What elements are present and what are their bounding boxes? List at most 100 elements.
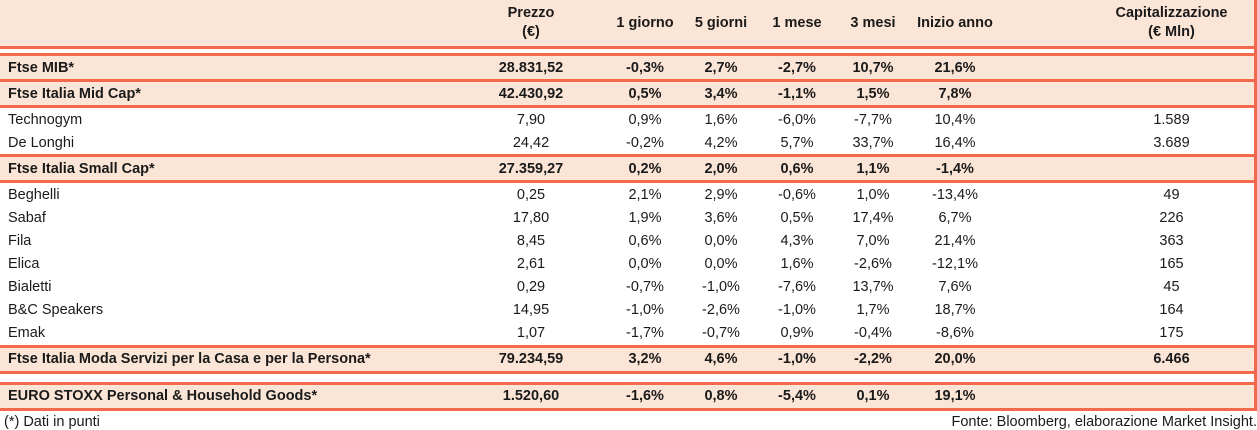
cell-d1: 3,2%: [628, 351, 662, 368]
cell-prezzo: 0,25: [516, 186, 546, 203]
column-header-inizio-anno-label: Inizio anno: [917, 14, 993, 31]
section-gap: [0, 373, 1254, 382]
stock-row: Elica 2,61 0,0% 0,0% 1,6% -2,6% -12,1% 165: [0, 252, 1254, 276]
cell-name: Beghelli: [8, 186, 60, 203]
index-row: EURO STOXX Personal & Household Goods* 1.…: [0, 381, 1254, 411]
cell-prezzo: 8,45: [516, 232, 546, 249]
cell-ytd: 10,4%: [934, 111, 976, 128]
stock-row: Bialetti 0,29 -0,7% -1,0% -7,6% 13,7% 7,6% 45: [0, 275, 1254, 299]
column-header-spacer: [999, 0, 1089, 46]
cell-ytd: 7,8%: [938, 85, 972, 102]
column-header-inizio-anno: Inizio anno: [911, 0, 999, 46]
table-footer: (*) Dati in punti Fonte: Bloomberg, elab…: [0, 411, 1257, 430]
stock-row: Emak 1,07 -1,7% -0,7% 0,9% -0,4% -8,6% 175: [0, 321, 1254, 345]
cell-name: Sabaf: [8, 209, 46, 226]
column-header-capitalizzazione-line2: (€ Mln): [1148, 24, 1195, 40]
stock-row: Fila 8,45 0,6% 0,0% 4,3% 7,0% 21,4% 363: [0, 229, 1254, 253]
column-header-name: [0, 0, 455, 46]
stock-row: Sabaf 17,80 1,9% 3,6% 0,5% 17,4% 6,7% 226: [0, 206, 1254, 230]
cell-cap: 45: [1163, 279, 1180, 296]
cell-prezzo: 42.430,92: [498, 85, 564, 102]
cell-ytd: 21,4%: [934, 232, 976, 249]
cell-m3: 1,1%: [856, 160, 890, 177]
column-header-1-giorno-label: 1 giorno: [616, 14, 674, 31]
cell-d1: -0,2%: [626, 134, 664, 151]
column-header-prezzo: Prezzo (€): [455, 0, 607, 46]
cell-m1: 5,7%: [780, 134, 814, 151]
cell-cap: 49: [1163, 186, 1180, 203]
cell-d5: -1,0%: [702, 279, 740, 296]
stock-row: Beghelli 0,25 2,1% 2,9% -0,6% 1,0% -13,4% 49: [0, 183, 1254, 207]
index-row: Ftse Italia Small Cap* 27.359,27 0,2% 2,0% 0…: [0, 154, 1254, 184]
stock-row: De Longhi 24,42 -0,2% 4,2% 5,7% 33,7% 16,4% 3.6…: [0, 131, 1254, 155]
cell-ytd: 20,0%: [934, 351, 976, 368]
cell-ytd: -8,6%: [936, 325, 974, 342]
cell-d5: 2,0%: [704, 160, 738, 177]
cell-name: De Longhi: [8, 134, 75, 151]
cell-d1: 0,2%: [628, 160, 662, 177]
column-header-3-mesi-label: 3 mesi: [850, 14, 896, 31]
cell-name: Fila: [8, 232, 32, 249]
cell-cap: 226: [1159, 209, 1184, 226]
cell-m3: 13,7%: [852, 279, 894, 296]
cell-d1: 0,6%: [628, 232, 662, 249]
column-header-3-mesi: 3 mesi: [835, 0, 911, 46]
cell-d1: 2,1%: [628, 186, 662, 203]
column-header-1-giorno: 1 giorno: [607, 0, 683, 46]
index-row: Ftse MIB* 28.831,52 -0,3% 2,7% -2,7% 10,7% 21,…: [0, 53, 1254, 82]
cell-name: Emak: [8, 325, 46, 342]
cell-d5: -2,6%: [702, 302, 740, 319]
cell-ytd: -1,4%: [936, 160, 974, 177]
index-row: Ftse Italia Mid Cap* 42.430,92 0,5% 3,4% -1,…: [0, 82, 1254, 108]
cell-d1: -0,7%: [626, 279, 664, 296]
cell-prezzo: 7,90: [516, 111, 546, 128]
cell-m3: 1,0%: [856, 186, 890, 203]
cell-d5: -0,7%: [702, 325, 740, 342]
cell-prezzo: 27.359,27: [498, 160, 564, 177]
cell-d5: 3,6%: [704, 209, 738, 226]
cell-name: Ftse MIB*: [8, 59, 75, 76]
column-header-5-giorni-label: 5 giorni: [694, 14, 748, 31]
cell-cap: 165: [1159, 256, 1184, 273]
indices-table: Prezzo (€) 1 giorno 5 giorni 1 mese 3 me…: [0, 0, 1257, 411]
cell-m3: 17,4%: [852, 209, 894, 226]
cell-m1: 0,9%: [780, 325, 814, 342]
table-header-row: Prezzo (€) 1 giorno 5 giorni 1 mese 3 me…: [0, 0, 1254, 49]
cell-d5: 4,2%: [704, 134, 738, 151]
cell-m3: -0,4%: [854, 325, 892, 342]
cell-d1: -1,6%: [626, 388, 664, 405]
cell-prezzo: 2,61: [516, 256, 546, 273]
cell-d1: 0,0%: [628, 256, 662, 273]
header-double-rule-gap: [0, 49, 1254, 53]
cell-d1: 1,9%: [628, 209, 662, 226]
column-header-capitalizzazione-line1: Capitalizzazione: [1115, 5, 1228, 21]
column-header-prezzo-line1: Prezzo: [507, 5, 555, 21]
footnote-dati-in-punti: (*) Dati in punti: [4, 413, 100, 430]
cell-ytd: 6,7%: [938, 209, 972, 226]
cell-m1: 4,3%: [780, 232, 814, 249]
cell-ytd: 16,4%: [934, 134, 976, 151]
cell-m1: -2,7%: [778, 59, 816, 76]
cell-d5: 1,6%: [704, 111, 738, 128]
cell-d1: -1,7%: [626, 325, 664, 342]
cell-m1: 0,6%: [780, 160, 814, 177]
cell-cap: 175: [1159, 325, 1184, 342]
index-row: Ftse Italia Moda Servizi per la Casa e p…: [0, 344, 1254, 374]
cell-name: Ftse Italia Moda Servizi per la Casa e p…: [8, 351, 371, 368]
cell-prezzo: 28.831,52: [498, 59, 564, 76]
table-body: Ftse MIB* 28.831,52 -0,3% 2,7% -2,7% 10,7% 21,…: [0, 53, 1254, 411]
cell-m1: 0,5%: [780, 209, 814, 226]
cell-m3: -2,6%: [854, 256, 892, 273]
cell-prezzo: 17,80: [512, 209, 550, 226]
cell-ytd: -13,4%: [932, 186, 978, 203]
cell-ytd: 18,7%: [934, 302, 976, 319]
cell-prezzo: 1,07: [516, 325, 546, 342]
cell-m1: -5,4%: [778, 388, 816, 405]
cell-m3: 10,7%: [852, 59, 894, 76]
stock-row: Technogym 7,90 0,9% 1,6% -6,0% -7,7% 10,4% 1.58…: [0, 108, 1254, 132]
cell-m3: 33,7%: [852, 134, 894, 151]
cell-ytd: 19,1%: [934, 388, 976, 405]
cell-m1: -0,6%: [778, 186, 816, 203]
cell-m1: -6,0%: [778, 111, 816, 128]
